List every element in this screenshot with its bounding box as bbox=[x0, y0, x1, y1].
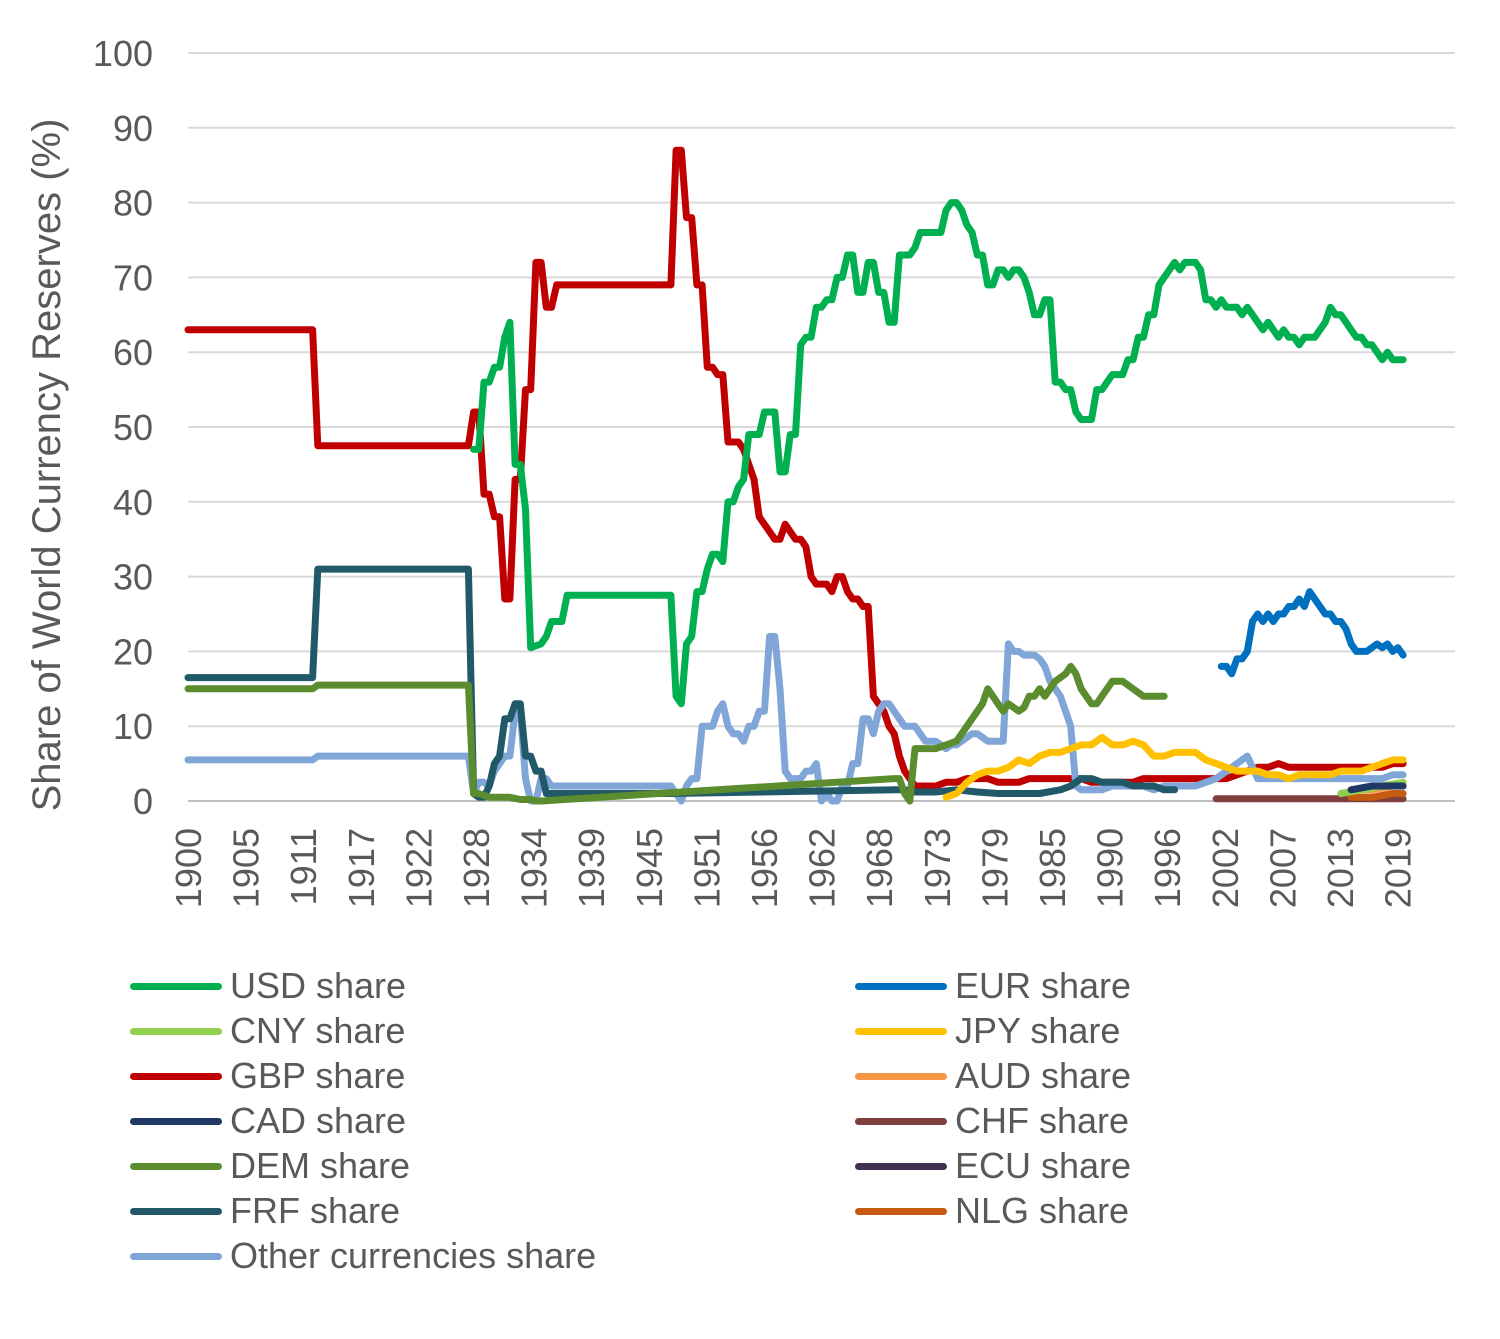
y-tick-label: 30 bbox=[113, 557, 153, 598]
x-tick-label: 1939 bbox=[571, 828, 612, 908]
y-axis-label: Share of World Currency Reserves (%) bbox=[25, 119, 69, 812]
legend-item: CHF share bbox=[855, 1101, 1129, 1141]
y-tick-label: 90 bbox=[113, 108, 153, 149]
y-tick-label: 10 bbox=[113, 706, 153, 747]
legend-swatch bbox=[130, 1162, 222, 1170]
series-line-eur-share bbox=[1217, 588, 1407, 678]
series-line-usd-share bbox=[470, 199, 1407, 708]
x-tick-label: 1996 bbox=[1147, 828, 1188, 908]
y-tick-label: 50 bbox=[113, 407, 153, 448]
legend-item: GBP share bbox=[130, 1056, 405, 1096]
series-line-jpy-share bbox=[942, 733, 1407, 801]
legend-swatch bbox=[130, 982, 222, 990]
legend-item: EUR share bbox=[855, 966, 1131, 1006]
series-line-nlg-share bbox=[1347, 790, 1407, 801]
legend-label: GBP share bbox=[230, 1055, 406, 1096]
y-tick-label: 20 bbox=[113, 631, 153, 672]
x-tick-label: 2002 bbox=[1205, 828, 1246, 908]
legend-swatch bbox=[855, 982, 947, 990]
series-line-cad-share bbox=[1347, 782, 1407, 794]
y-tick-label: 0 bbox=[133, 781, 153, 822]
legend-swatch bbox=[855, 1207, 947, 1215]
x-tick-label: 1917 bbox=[341, 828, 382, 908]
y-tick-label: 100 bbox=[93, 33, 153, 74]
x-tick-label: 1922 bbox=[398, 828, 439, 908]
x-tick-label: 1928 bbox=[456, 828, 497, 908]
legend-label: USD share bbox=[230, 965, 407, 1006]
series-line-frf-share bbox=[184, 565, 1179, 801]
legend-item: CNY share bbox=[130, 1011, 405, 1051]
legend-swatch bbox=[130, 1207, 222, 1215]
x-tick-label: 1973 bbox=[917, 828, 958, 908]
legend-label: ECU share bbox=[955, 1145, 1132, 1186]
y-axis-ticks: 0 10 20 30 40 50 60 70 80 90 100 bbox=[93, 33, 153, 822]
legend-swatch bbox=[855, 1027, 947, 1035]
y-tick-label: 40 bbox=[113, 482, 153, 523]
series-line-dem-share bbox=[184, 662, 1168, 805]
legend-label: CAD share bbox=[230, 1100, 407, 1141]
legend-swatch bbox=[130, 1252, 222, 1260]
legend-label: DEM share bbox=[230, 1145, 411, 1186]
legend-label: CNY share bbox=[230, 1010, 406, 1051]
legend-swatch bbox=[130, 1117, 222, 1125]
x-tick-label: 1985 bbox=[1032, 828, 1073, 908]
legend-item: Other currencies share bbox=[130, 1236, 596, 1276]
x-tick-label: 1905 bbox=[226, 828, 267, 908]
x-tick-label: 1990 bbox=[1090, 828, 1131, 908]
legend-swatch bbox=[855, 1072, 947, 1080]
legend-item: AUD share bbox=[855, 1056, 1131, 1096]
y-tick-label: 60 bbox=[113, 332, 153, 373]
x-tick-label: 1911 bbox=[283, 828, 324, 905]
series-lines bbox=[184, 146, 1407, 805]
legend-label: JPY share bbox=[955, 1010, 1121, 1051]
legend-item: NLG share bbox=[855, 1191, 1129, 1231]
x-tick-label: 1968 bbox=[859, 828, 900, 908]
legend-item: ECU share bbox=[855, 1146, 1131, 1186]
legend-swatch bbox=[130, 1072, 222, 1080]
legend-item: JPY share bbox=[855, 1011, 1120, 1051]
x-tick-label: 2007 bbox=[1262, 828, 1303, 908]
legend-item: FRF share bbox=[130, 1191, 400, 1231]
series-line-other-currencies-share bbox=[184, 632, 1407, 805]
legend-item: DEM share bbox=[130, 1146, 410, 1186]
legend-swatch bbox=[855, 1117, 947, 1125]
x-tick-label: 2013 bbox=[1320, 828, 1361, 908]
series-line-gbp-share bbox=[184, 146, 1407, 790]
x-tick-label: 2019 bbox=[1378, 828, 1419, 908]
y-tick-label: 70 bbox=[113, 257, 153, 298]
x-tick-label: 1962 bbox=[802, 828, 843, 908]
x-tick-label: 1900 bbox=[168, 828, 209, 908]
legend-label: CHF share bbox=[955, 1100, 1130, 1141]
y-tick-label: 80 bbox=[113, 183, 153, 224]
x-tick-label: 1956 bbox=[744, 828, 785, 908]
x-tick-label: 1979 bbox=[974, 828, 1015, 908]
x-tick-label: 1951 bbox=[686, 828, 727, 908]
x-tick-label: 1934 bbox=[514, 828, 555, 908]
legend-label: FRF share bbox=[230, 1190, 401, 1231]
legend-swatch bbox=[855, 1162, 947, 1170]
legend-item: USD share bbox=[130, 966, 406, 1006]
x-axis-ticks: 1900 1905 1911 1917 1922 1928 1934 1939 1945 1951… bbox=[168, 828, 1419, 908]
chart-legend: USD share EUR share CNY share JPY share GBP … bbox=[130, 966, 1330, 1286]
legend-label: AUD share bbox=[955, 1055, 1132, 1096]
legend-label: NLG share bbox=[955, 1190, 1130, 1231]
legend-item: CAD share bbox=[130, 1101, 406, 1141]
x-tick-label: 1945 bbox=[629, 828, 670, 908]
legend-label: EUR share bbox=[955, 965, 1132, 1006]
gridlines bbox=[188, 52, 1455, 802]
legend-swatch bbox=[130, 1027, 222, 1035]
legend-label: Other currencies share bbox=[230, 1235, 597, 1276]
